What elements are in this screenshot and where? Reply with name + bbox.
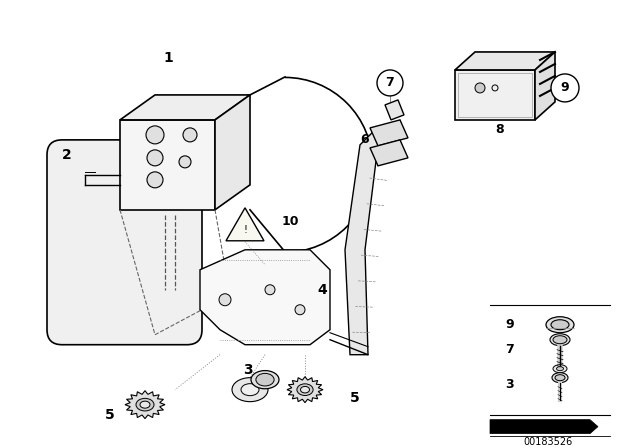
Polygon shape <box>200 250 330 345</box>
Text: 4: 4 <box>317 283 327 297</box>
Circle shape <box>265 285 275 295</box>
Polygon shape <box>490 420 598 434</box>
Polygon shape <box>535 52 555 120</box>
Circle shape <box>179 156 191 168</box>
Polygon shape <box>287 377 323 403</box>
Circle shape <box>183 128 197 142</box>
Text: 6: 6 <box>361 134 369 146</box>
Text: 9: 9 <box>561 82 570 95</box>
Ellipse shape <box>301 387 310 393</box>
Text: 10: 10 <box>281 215 299 228</box>
Ellipse shape <box>256 373 274 386</box>
Polygon shape <box>455 70 535 120</box>
Text: 2: 2 <box>62 148 72 162</box>
Text: 8: 8 <box>496 123 504 136</box>
Ellipse shape <box>553 336 567 344</box>
Polygon shape <box>226 208 264 241</box>
Circle shape <box>295 305 305 315</box>
Ellipse shape <box>551 320 569 330</box>
Text: !: ! <box>243 225 247 235</box>
Polygon shape <box>120 95 250 120</box>
Text: 3: 3 <box>506 378 515 391</box>
Polygon shape <box>120 120 215 210</box>
Circle shape <box>146 126 164 144</box>
Ellipse shape <box>546 317 574 333</box>
Circle shape <box>377 70 403 96</box>
Polygon shape <box>455 52 555 70</box>
Ellipse shape <box>552 373 568 383</box>
FancyBboxPatch shape <box>47 140 202 345</box>
Ellipse shape <box>553 365 567 373</box>
Text: 9: 9 <box>506 318 515 331</box>
Text: 3: 3 <box>243 363 253 377</box>
Ellipse shape <box>557 367 563 370</box>
Text: 00183526: 00183526 <box>524 437 573 447</box>
Ellipse shape <box>251 370 279 389</box>
Text: 5: 5 <box>105 408 115 422</box>
Polygon shape <box>345 130 392 355</box>
Ellipse shape <box>550 334 570 346</box>
Ellipse shape <box>136 398 154 411</box>
Circle shape <box>219 294 231 306</box>
Ellipse shape <box>140 401 150 408</box>
Polygon shape <box>370 140 408 166</box>
Text: 5: 5 <box>350 391 360 405</box>
Polygon shape <box>385 100 404 120</box>
Circle shape <box>147 150 163 166</box>
Ellipse shape <box>297 384 313 396</box>
Ellipse shape <box>232 378 268 402</box>
Text: 7: 7 <box>506 343 515 356</box>
Polygon shape <box>370 120 408 146</box>
Circle shape <box>475 83 485 93</box>
Ellipse shape <box>555 375 565 381</box>
Polygon shape <box>125 391 165 418</box>
Circle shape <box>147 172 163 188</box>
Text: 7: 7 <box>386 77 394 90</box>
Polygon shape <box>215 95 250 210</box>
Text: 1: 1 <box>163 51 173 65</box>
Ellipse shape <box>241 383 259 396</box>
Circle shape <box>551 74 579 102</box>
